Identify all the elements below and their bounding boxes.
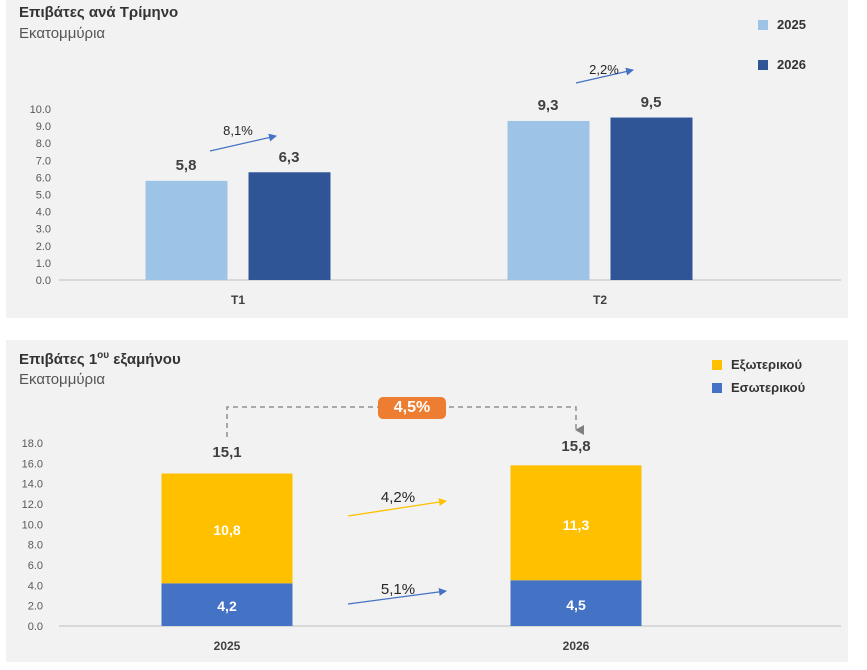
data-label-t1-2025: 5,8 bbox=[176, 157, 197, 174]
legend-label: 2025 bbox=[777, 17, 806, 32]
y-tick-label: 0.0 bbox=[28, 621, 43, 633]
growth-label-external: 4,2% bbox=[381, 489, 415, 506]
growth-label-t1: 8,1% bbox=[223, 123, 253, 138]
bar-t1-2025 bbox=[145, 180, 228, 280]
chart-title: Επιβάτες 1ου εξαμήνου bbox=[19, 350, 181, 368]
chart-subtitle: Εκατομμύρια bbox=[19, 25, 106, 42]
y-tick-label: 18.0 bbox=[22, 438, 43, 450]
quarterly-passengers-chart: Επιβάτες ανά Τρίμηνο Εκατομμύρια 2025 20… bbox=[6, 0, 848, 318]
legend-item-2025: 2025 bbox=[758, 17, 806, 32]
data-label-t1-2026: 6,3 bbox=[279, 149, 300, 166]
category-label-t2: T2 bbox=[593, 293, 607, 307]
y-tick-label: 3.0 bbox=[36, 224, 51, 236]
legend-swatch bbox=[758, 19, 768, 30]
bar-t2-2026 bbox=[610, 117, 693, 280]
growth-arrow-t2 bbox=[575, 67, 634, 84]
y-tick-label: 7.0 bbox=[36, 155, 51, 167]
y-tick-label: 12.0 bbox=[22, 499, 43, 511]
legend-item-external: Εξωτερικού bbox=[712, 357, 802, 372]
legend-item-internal: Εσωτερικού bbox=[712, 380, 805, 395]
segment-label-external-2025: 10,8 bbox=[213, 522, 240, 538]
legend-swatch bbox=[712, 359, 722, 370]
chart-title: Επιβάτες ανά Τρίμηνο bbox=[19, 4, 179, 21]
legend-label: Εξωτερικού bbox=[731, 357, 803, 372]
y-tick-label: 8.0 bbox=[28, 540, 43, 552]
bar-segment-2026-external bbox=[510, 465, 642, 581]
y-tick-label: 16.0 bbox=[22, 458, 43, 470]
chart-plot-top: 0.0 1.0 2.0 3.0 4.0 5.0 6.0 7.0 8.0 9.0 10.0 5,8 6… bbox=[30, 62, 841, 307]
y-tick-label: 0.0 bbox=[36, 275, 51, 287]
y-tick-label: 9.0 bbox=[36, 121, 51, 133]
y-tick-label: 4.0 bbox=[36, 207, 51, 219]
legend-swatch bbox=[758, 59, 768, 70]
bar-t2-2025 bbox=[507, 120, 590, 280]
legend-swatch bbox=[712, 382, 722, 393]
chart-subtitle: Εκατομμύρια bbox=[19, 371, 106, 388]
growth-arrow-external bbox=[347, 498, 447, 517]
y-tick-label: 8.0 bbox=[36, 138, 51, 150]
segment-label-internal-2025: 4,2 bbox=[217, 598, 237, 614]
y-tick-label: 10.0 bbox=[30, 104, 51, 116]
segment-label-internal-2026: 4,5 bbox=[566, 597, 586, 613]
y-tick-label: 1.0 bbox=[36, 258, 51, 270]
bar-segment-2025-internal bbox=[161, 583, 293, 626]
legend-label: 2026 bbox=[777, 57, 806, 72]
growth-arrow-t1 bbox=[209, 133, 277, 152]
y-tick-label: 6.0 bbox=[28, 560, 43, 572]
y-tick-label: 14.0 bbox=[22, 479, 43, 491]
data-label-t2-2026: 9,5 bbox=[641, 94, 662, 111]
category-label-2025: 2025 bbox=[214, 639, 241, 653]
category-label-2026: 2026 bbox=[563, 639, 590, 653]
bar-segment-2025-external bbox=[161, 473, 293, 584]
y-tick-label: 5.0 bbox=[36, 190, 51, 202]
y-tick-label: 2.0 bbox=[36, 241, 51, 253]
segment-label-external-2026: 11,3 bbox=[563, 517, 590, 533]
y-tick-label: 4.0 bbox=[28, 580, 43, 592]
chart-plot-bottom: 0.0 2.0 4.0 6.0 8.0 10.0 12.0 14.0 16.0 18.0 15,1… bbox=[22, 406, 841, 653]
total-label-2026: 15,8 bbox=[561, 438, 590, 455]
total-label-2025: 15,1 bbox=[212, 444, 241, 461]
y-tick-label: 2.0 bbox=[28, 601, 43, 613]
category-label-t1: T1 bbox=[231, 293, 245, 307]
bar-t1-2026 bbox=[248, 172, 331, 280]
legend-item-2026: 2026 bbox=[758, 57, 806, 72]
y-tick-label: 10.0 bbox=[22, 519, 43, 531]
total-growth-badge: 4,5% bbox=[378, 397, 446, 419]
total-growth-connector bbox=[226, 406, 584, 437]
growth-label-t2: 2,2% bbox=[589, 62, 619, 77]
y-tick-label: 6.0 bbox=[36, 172, 51, 184]
legend-label: Εσωτερικού bbox=[731, 380, 806, 395]
data-label-t2-2025: 9,3 bbox=[538, 97, 559, 114]
bar-segment-2026-internal bbox=[510, 580, 642, 626]
semester-passengers-chart: Επιβάτες 1ου εξαμήνου Εκατομμύρια Εξωτερ… bbox=[6, 340, 848, 662]
growth-label-internal: 5,1% bbox=[381, 581, 415, 598]
growth-arrow-internal bbox=[347, 587, 447, 605]
